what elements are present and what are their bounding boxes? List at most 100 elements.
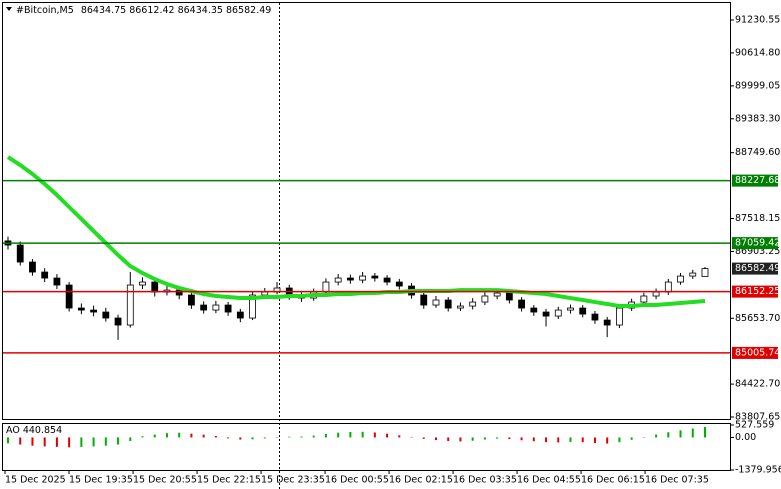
candle-body: [139, 281, 146, 286]
candle-body: [481, 295, 489, 303]
y-tick-label: 83807.65: [735, 412, 780, 423]
ao-bar: [691, 428, 694, 438]
ao-bar: [227, 437, 230, 439]
ao-bar: [483, 437, 486, 440]
candle-body: [249, 294, 256, 319]
candle-body: [200, 304, 208, 311]
x-tick-label: 16 Dec 03:35: [453, 475, 517, 486]
candle-body: [591, 313, 599, 321]
y-tick-label: 91230.55: [735, 15, 780, 26]
ao-bar: [239, 437, 242, 440]
y-tick-label: 89383.30: [735, 113, 780, 124]
ao-bar: [434, 437, 437, 441]
ao-bar: [312, 435, 315, 438]
price-label-box: [732, 262, 778, 275]
y-tick-label: 90614.80: [735, 47, 780, 58]
ao-bar: [19, 437, 22, 445]
ao-tick-label: 0.00: [735, 432, 756, 443]
candle-body: [444, 299, 452, 309]
level-label: 86152.25: [735, 286, 780, 297]
candle-body: [359, 275, 367, 281]
candle-body: [41, 271, 49, 279]
ao-bar: [263, 437, 266, 439]
candle-body: [395, 281, 403, 287]
chart-header: #Bitcoin,M5 86434.75 86612.42 86434.35 8…: [16, 5, 271, 16]
candle-body: [346, 277, 354, 281]
ao-bar: [337, 432, 340, 438]
ao-bar: [251, 437, 254, 440]
x-tick-label: 16 Dec 00:55: [325, 475, 389, 486]
ao-bar: [655, 434, 658, 438]
ao-bar: [704, 427, 706, 438]
ao-bar: [618, 437, 621, 443]
x-tick-label: 16 Dec 07:35: [645, 475, 709, 486]
header-open: 86434.75: [81, 5, 126, 16]
level-label: 87059.42: [735, 238, 780, 249]
x-tick-label: 15 Dec 19:35: [69, 475, 133, 486]
candle-body: [236, 311, 244, 319]
candle-body: [457, 305, 464, 309]
ao-bar: [43, 437, 46, 447]
candle-body: [664, 281, 672, 293]
ao-bar: [496, 437, 499, 439]
candle-body: [175, 289, 183, 296]
ao-bar: [471, 437, 474, 441]
ao-bar: [667, 432, 670, 438]
ao-header: AO 440.854: [6, 425, 62, 436]
x-tick-label: 15 Dec 20:55: [133, 475, 197, 486]
ao-bar: [679, 430, 682, 438]
candle-body: [224, 304, 232, 313]
ao-bar: [569, 437, 572, 442]
x-tick-label: 15 Dec 22:15: [197, 475, 261, 486]
ao-bar: [153, 434, 156, 438]
y-tick-label: 85653.70: [735, 313, 780, 324]
candle-body: [603, 319, 611, 326]
ao-bar: [165, 433, 168, 438]
ao-current: 440.854: [23, 425, 62, 436]
ao-bar: [508, 437, 511, 440]
ao-bar: [214, 436, 217, 438]
ao-bar: [190, 433, 193, 438]
level-label: 88227.68: [735, 175, 780, 186]
candle-body: [530, 307, 538, 313]
candle-body: [567, 307, 574, 311]
symbol: #Bitcoin,M5: [16, 5, 74, 16]
ao-bar: [288, 436, 291, 438]
x-tick-label: 15 Dec 23:35: [261, 475, 325, 486]
candle-body: [77, 307, 85, 311]
ao-bar: [545, 437, 548, 443]
ao-bar: [520, 437, 523, 441]
ao-bar: [557, 437, 560, 443]
ao-bar: [459, 437, 462, 442]
header-close: 86582.49: [226, 5, 271, 16]
ao-bar: [398, 435, 401, 438]
candle-body: [261, 291, 269, 296]
y-tick-label: 86903.25: [735, 246, 780, 257]
candle-body: [505, 292, 513, 301]
ao-bar: [55, 437, 58, 447]
candle-body: [102, 311, 110, 319]
candle-body: [151, 281, 159, 293]
ao-bar: [447, 437, 450, 441]
y-tick-label: 84422.70: [735, 379, 780, 390]
ao-bar: [202, 434, 205, 438]
header-high: 86612.42: [129, 5, 174, 16]
level-label-box: [732, 237, 778, 250]
menu-icon: [6, 7, 12, 11]
candle-body: [16, 244, 24, 263]
candle-body: [616, 307, 623, 326]
candle-body: [114, 317, 122, 326]
ao-bar: [422, 437, 425, 439]
y-tick-label: 89999.05: [735, 80, 780, 91]
x-tick-label: 16 Dec 06:15: [581, 475, 645, 486]
ao-tick-label: -1379.956: [735, 465, 781, 476]
header-low: 86434.35: [178, 5, 223, 16]
ao-bar: [606, 437, 609, 444]
candle-body: [542, 311, 550, 317]
candle-body: [518, 299, 525, 309]
candle-body: [640, 295, 648, 303]
candle-body: [579, 307, 587, 315]
candle-body: [212, 304, 220, 311]
ao-bar: [7, 437, 9, 444]
